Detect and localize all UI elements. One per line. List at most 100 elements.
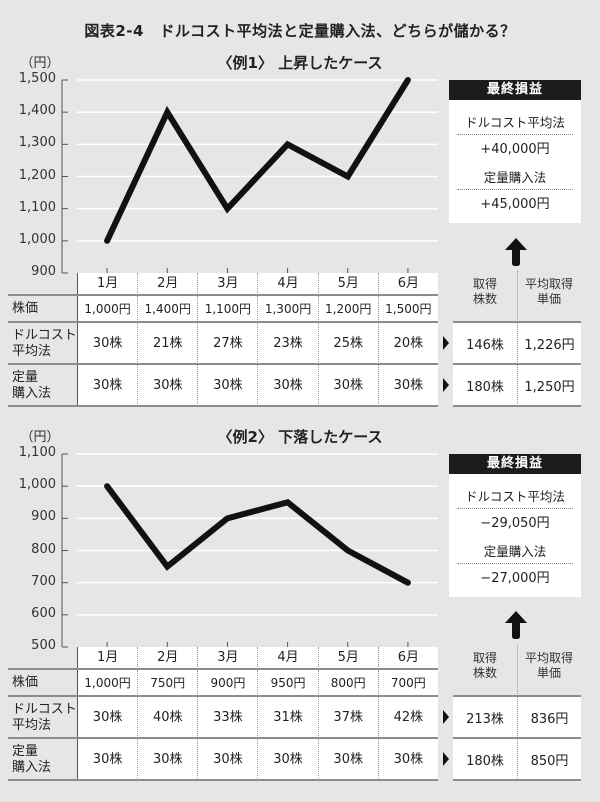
row-divider: [8, 321, 438, 323]
final-pl-fixed-label: 定量購入法: [457, 541, 573, 564]
summary-shares-cell: 146株: [453, 323, 517, 364]
y-tick-label: 1,100: [18, 445, 56, 460]
table-cell: 21株: [137, 323, 198, 364]
summary-row-divider: [453, 363, 581, 365]
table-cell: 1,400円: [137, 296, 198, 322]
summary-bottom-border: [453, 405, 581, 407]
table-row: 株価 1,000円 1,400円 1,100円 1,300円 1,200円 1,500円: [8, 296, 438, 322]
row-label: 定量 購入法: [8, 365, 77, 406]
row-label: 株価: [8, 670, 77, 696]
price-line: [104, 77, 411, 244]
y-tick-label: 600: [31, 605, 56, 621]
month-header-cell: 1月: [77, 647, 138, 669]
y-tick-label: 1,100: [18, 199, 56, 215]
final-pl-dca-value: +40,000円: [480, 142, 550, 157]
table-cell: 1,200円: [317, 296, 378, 322]
y-tick-label: 1,000: [18, 477, 56, 493]
summary-avg-price-cell: 850円: [517, 739, 581, 780]
row-divider: [8, 737, 438, 739]
summary-avg-price-cell: 1,226円: [517, 323, 581, 364]
y-tick-label: 1,400: [18, 103, 56, 119]
month-header-cell: 5月: [317, 273, 378, 295]
table-cell: 1,000円: [77, 670, 138, 696]
table-row: ドルコスト 平均法 30株 40株 33株 31株 37株 42株: [8, 697, 438, 738]
example-1-title: 〈例1〉 上昇したケース: [217, 54, 383, 72]
summary-shares-cell: 180株: [453, 739, 517, 780]
table-cell: 30株: [317, 365, 378, 406]
final-pl-fixed-value: +45,000円: [480, 197, 550, 212]
row-divider: [8, 695, 438, 697]
table-cell: 30株: [137, 365, 198, 406]
summary-header-shares: 取得 株数: [472, 651, 497, 680]
row-divider: [8, 363, 438, 365]
table-cell: 1,100円: [197, 296, 258, 322]
table-row: 株価 1,000円 750円 900円 950円 800円 700円: [8, 670, 438, 696]
month-header-cell: 6月: [377, 273, 438, 295]
table-cell: 1,000円: [77, 296, 138, 322]
row-label: ドルコスト 平均法: [8, 323, 77, 364]
table-cell: 42株: [377, 697, 438, 738]
summary-header-shares: 取得 株数: [472, 277, 497, 306]
summary-row-divider: [453, 321, 581, 323]
y-tick-label: 900: [31, 509, 56, 525]
y-tick-label: 900: [31, 264, 56, 279]
table-cell: 30株: [77, 365, 138, 406]
table-cell: 30株: [257, 365, 318, 406]
price-line: [104, 483, 411, 586]
y-tick-label: 1,200: [18, 167, 56, 183]
final-pl-header: 最終損益: [449, 454, 581, 474]
final-pl-fixed-value: −27,000円: [480, 571, 550, 586]
up-arrow-icon: [505, 611, 527, 639]
month-header-cell: 4月: [257, 273, 318, 295]
table-cell: 30株: [197, 365, 258, 406]
month-header-cell: 1月: [77, 273, 138, 295]
month-header-cell: 5月: [317, 647, 378, 669]
line-chart-2-svg: [61, 453, 438, 648]
table-cell: 25株: [317, 323, 378, 364]
month-header-cell: 3月: [197, 273, 258, 295]
table-cell: 30株: [137, 739, 198, 780]
y-axis-unit: （円）: [20, 56, 60, 71]
table-cell: 30株: [77, 739, 138, 780]
final-pl-box-1: 最終損益 ドルコスト平均法 +40,000円 定量購入法 +45,000円: [449, 80, 581, 223]
table-cell: 900円: [197, 670, 258, 696]
table-bottom-border: [8, 779, 438, 781]
summary-header-divider: [517, 645, 518, 696]
summary-header-divider: [517, 271, 518, 322]
final-pl-header: 最終損益: [449, 80, 581, 100]
table-cell: 20株: [377, 323, 438, 364]
table-row: 定量 購入法 30株 30株 30株 30株 30株 30株: [8, 739, 438, 780]
table-cell: 30株: [77, 323, 138, 364]
figure-title: 図表2-4 ドルコスト平均法と定量購入法、どちらが儲かる？: [84, 22, 516, 40]
up-arrow-icon: [505, 238, 527, 266]
final-pl-dca-label: ドルコスト平均法: [457, 112, 573, 135]
y-tick-label: 1,000: [18, 231, 56, 247]
month-header-row: 1月 2月 3月 4月 5月 6月: [77, 647, 438, 669]
table-cell: 37株: [317, 697, 378, 738]
month-header-cell: 4月: [257, 647, 318, 669]
table-cell: 30株: [317, 739, 378, 780]
row-divider: [8, 668, 438, 670]
line-chart-1-svg: [61, 77, 438, 274]
table-row: 定量 購入法 30株 30株 30株 30株 30株 30株: [8, 365, 438, 406]
arrow-right-icon: [443, 378, 449, 392]
row-label: 定量 購入法: [8, 739, 77, 780]
table-bottom-border: [8, 405, 438, 407]
summary-row-divider: [453, 737, 581, 739]
y-axis-unit: （円）: [20, 430, 60, 445]
month-header-row: 1月 2月 3月 4月 5月 6月: [77, 273, 438, 295]
summary-avg-price-cell: 1,250円: [517, 365, 581, 406]
summary-avg-price-cell: 836円: [517, 697, 581, 738]
row-label: ドルコスト 平均法: [8, 697, 77, 738]
summary-shares-cell: 180株: [453, 365, 517, 406]
final-pl-fixed-label: 定量購入法: [457, 167, 573, 190]
final-pl-dca-label: ドルコスト平均法: [457, 486, 573, 509]
summary-header-avg-price: 平均取得 単価: [524, 651, 573, 680]
table-cell: 33株: [197, 697, 258, 738]
table-cell: 31株: [257, 697, 318, 738]
example-2-title: 〈例2〉 下落したケース: [217, 428, 383, 446]
y-tick-label: 1,300: [18, 135, 56, 151]
month-header-cell: 2月: [137, 273, 198, 295]
final-pl-box-2: 最終損益 ドルコスト平均法 −29,050円 定量購入法 −27,000円: [449, 454, 581, 597]
table-cell: 30株: [197, 739, 258, 780]
